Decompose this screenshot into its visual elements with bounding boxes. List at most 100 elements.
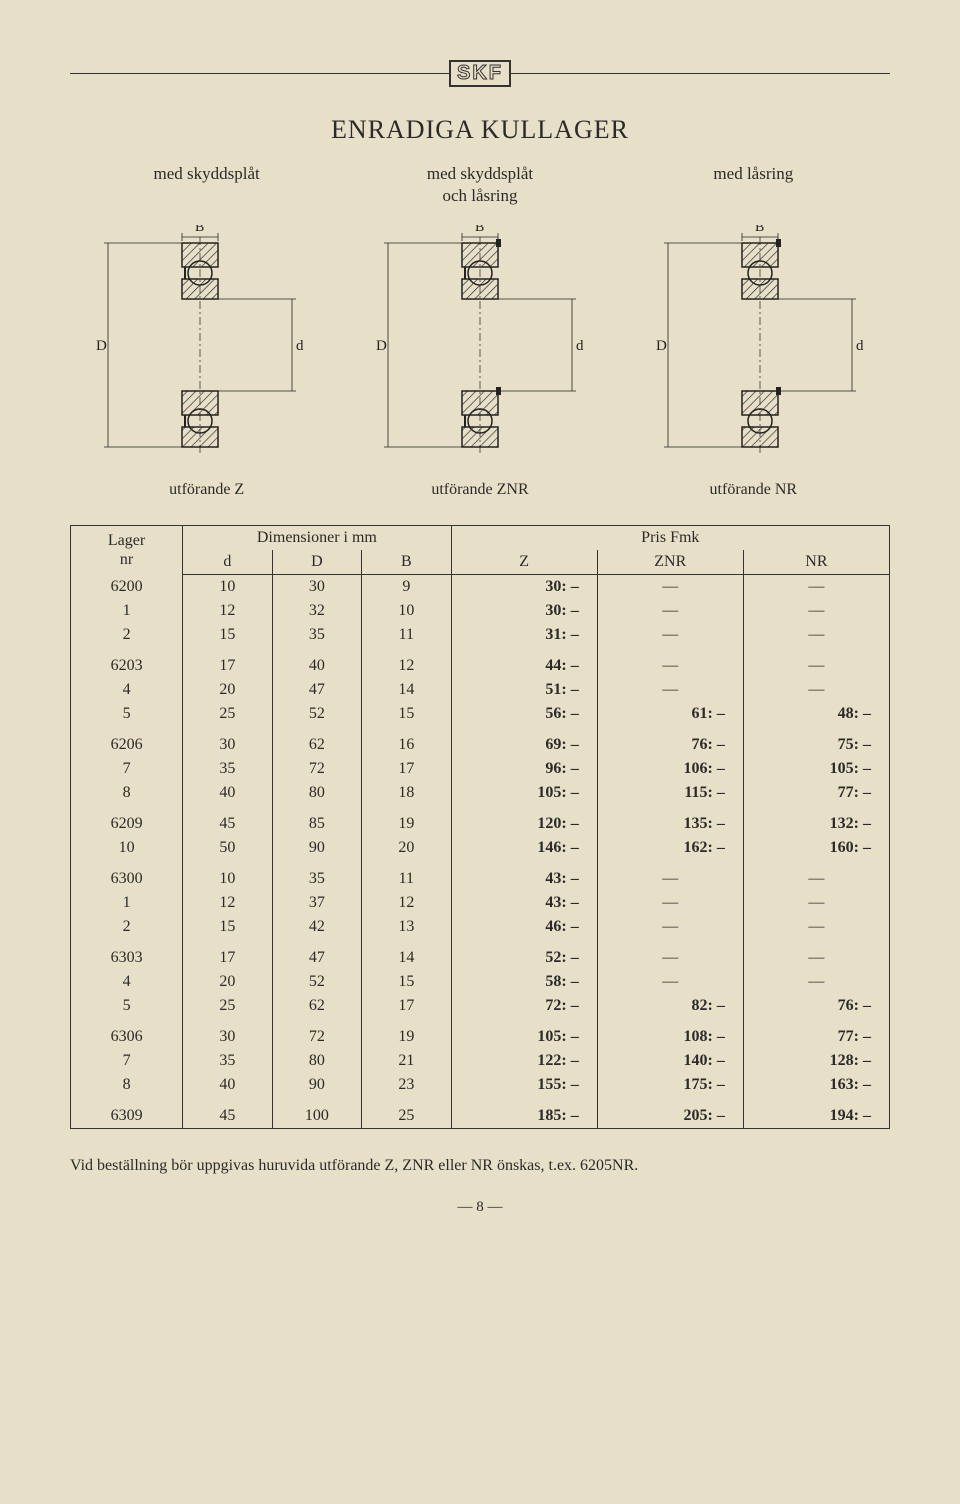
table-row: 8408018105: –115: –77: – [71, 781, 890, 805]
cell-NR: 77: – [743, 781, 889, 805]
cell-D: 62 [272, 994, 361, 1018]
cell-Z: 51: – [451, 678, 597, 702]
cell-D: 40 [272, 647, 361, 678]
footnote: Vid beställning bör uppgivas huruvida ut… [70, 1155, 890, 1177]
th-B: B [362, 550, 451, 575]
cell-d: 50 [183, 836, 272, 860]
cell-Z: 120: – [451, 805, 597, 836]
cell-B: 25 [362, 1097, 451, 1129]
cell-B: 17 [362, 994, 451, 1018]
cell-B: 12 [362, 891, 451, 915]
cell-B: 23 [362, 1073, 451, 1097]
cell-ZNR: — [597, 891, 743, 915]
cell-nr: 6306 [71, 1018, 183, 1049]
table-row: 735721796: –106: –105: – [71, 757, 890, 781]
cell-nr: 6206 [71, 726, 183, 757]
rule-left [70, 73, 449, 74]
cell-nr: 5 [71, 994, 183, 1018]
cell-nr: 6209 [71, 805, 183, 836]
cell-d: 45 [183, 805, 272, 836]
cell-NR: 132: – [743, 805, 889, 836]
table-row: 62001030930: –—— [71, 575, 890, 600]
cell-nr: 6200 [71, 575, 183, 600]
th-ZNR: ZNR [597, 550, 743, 575]
table-row: 8409023155: –175: –163: – [71, 1073, 890, 1097]
cell-Z: 30: – [451, 599, 597, 623]
cell-d: 10 [183, 860, 272, 891]
cell-Z: 58: – [451, 970, 597, 994]
page-title: ENRADIGA KULLAGER [70, 115, 890, 145]
cell-ZNR: — [597, 575, 743, 600]
cell-D: 72 [272, 757, 361, 781]
cell-D: 47 [272, 939, 361, 970]
cell-nr: 6300 [71, 860, 183, 891]
cell-ZNR: 135: – [597, 805, 743, 836]
cell-B: 11 [362, 623, 451, 647]
cell-D: 35 [272, 860, 361, 891]
cell-ZNR: — [597, 647, 743, 678]
cell-ZNR: 76: – [597, 726, 743, 757]
cell-ZNR: — [597, 623, 743, 647]
table-row: 420471451: –—— [71, 678, 890, 702]
diagram-row: DdB DdB DdB [70, 225, 890, 465]
cell-B: 19 [362, 805, 451, 836]
cell-nr: 6309 [71, 1097, 183, 1129]
cell-d: 30 [183, 1018, 272, 1049]
cell-D: 62 [272, 726, 361, 757]
cell-Z: 105: – [451, 781, 597, 805]
svg-text:B: B [195, 225, 204, 235]
table-row: 215421346: –—— [71, 915, 890, 939]
cell-B: 12 [362, 647, 451, 678]
cell-D: 30 [272, 575, 361, 600]
table-row: 112321030: –—— [71, 599, 890, 623]
cell-NR: — [743, 575, 889, 600]
table-row: 6209458519120: –135: –132: – [71, 805, 890, 836]
sub-1: med skyddsplåt [70, 163, 343, 207]
cell-d: 35 [183, 757, 272, 781]
cell-d: 40 [183, 1073, 272, 1097]
cell-Z: 43: – [451, 860, 597, 891]
cell-D: 37 [272, 891, 361, 915]
cell-ZNR: — [597, 599, 743, 623]
cell-Z: 46: – [451, 915, 597, 939]
cell-ZNR: — [597, 860, 743, 891]
svg-text:D: D [376, 338, 387, 354]
cell-ZNR: 140: – [597, 1049, 743, 1073]
cell-B: 13 [362, 915, 451, 939]
cell-B: 21 [362, 1049, 451, 1073]
cell-ZNR: — [597, 970, 743, 994]
cell-B: 15 [362, 970, 451, 994]
cell-Z: 69: – [451, 726, 597, 757]
cell-NR: 160: – [743, 836, 889, 860]
cell-d: 25 [183, 702, 272, 726]
cell-d: 12 [183, 599, 272, 623]
sub-2: med skyddsplåt och låsring [343, 163, 616, 207]
table-row: 10509020146: –162: –160: – [71, 836, 890, 860]
cell-Z: 43: – [451, 891, 597, 915]
cell-B: 11 [362, 860, 451, 891]
th-d: d [183, 550, 272, 575]
cell-nr: 4 [71, 970, 183, 994]
header-rule: SKF [70, 60, 890, 87]
cell-NR: 48: – [743, 702, 889, 726]
th-pris: Pris Fmk [451, 526, 889, 551]
cell-nr: 8 [71, 1073, 183, 1097]
cell-nr: 7 [71, 1049, 183, 1073]
cell-D: 35 [272, 623, 361, 647]
diagram-nr: DdB [630, 225, 890, 465]
cell-ZNR: — [597, 939, 743, 970]
cell-d: 17 [183, 647, 272, 678]
cell-NR: — [743, 860, 889, 891]
cell-nr: 1 [71, 599, 183, 623]
diag-label-z: utförande Z [70, 481, 343, 499]
table-row: 112371243: –—— [71, 891, 890, 915]
skf-logo: SKF [449, 60, 511, 87]
svg-text:D: D [96, 338, 107, 354]
svg-text:B: B [475, 225, 484, 235]
cell-Z: 185: – [451, 1097, 597, 1129]
cell-D: 90 [272, 1073, 361, 1097]
cell-D: 80 [272, 1049, 361, 1073]
cell-nr: 7 [71, 757, 183, 781]
cell-D: 42 [272, 915, 361, 939]
table-row: 630010351143: –—— [71, 860, 890, 891]
